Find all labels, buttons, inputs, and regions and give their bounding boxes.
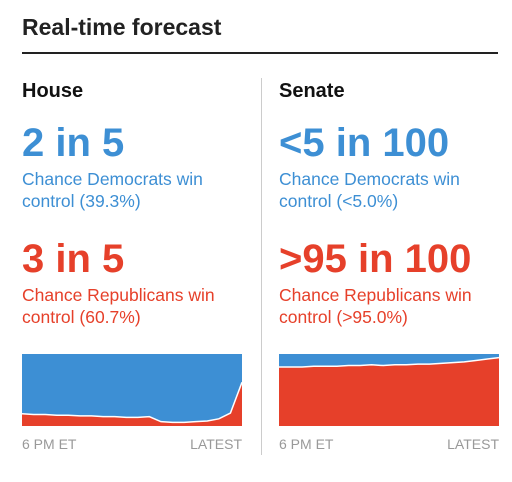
x-tick-label: LATEST: [447, 436, 499, 452]
area: [279, 354, 499, 367]
title-rule: [22, 52, 498, 54]
dem-description: Chance Democrats win control (39.3%): [22, 169, 203, 211]
rep-headline: 3 in 5: [22, 237, 125, 281]
x-tick-label: 6 PM ET: [279, 436, 334, 452]
area: [22, 382, 242, 426]
area-chart: 6 PM ET LATEST: [22, 354, 242, 452]
x-tick-label: 6 PM ET: [22, 436, 77, 452]
rep-headline: >95 in 100: [279, 237, 472, 281]
area-boundary: [22, 382, 242, 424]
area: [22, 354, 242, 423]
title: Real-time forecast: [22, 14, 222, 40]
x-tick-label: LATEST: [190, 436, 242, 452]
dem-description: Chance Democrats win control (<5.0%): [279, 169, 460, 211]
rep-description: Chance Republicans win control (>95.0%): [279, 285, 472, 327]
area-chart: 6 PM ET LATEST: [279, 354, 499, 452]
panel-name: Senate: [279, 80, 345, 102]
house-panel: House 2 in 5 Chance Democrats win control …: [22, 80, 244, 452]
dem-headline: 2 in 5: [22, 121, 125, 165]
senate-panel: Senate <5 in 100 Chance Democrats win cont…: [279, 80, 501, 452]
dem-headline: <5 in 100: [279, 121, 450, 165]
divider: [261, 78, 262, 455]
area: [279, 357, 499, 426]
area-boundary: [279, 356, 499, 368]
rep-description: Chance Republicans win control (60.7%): [22, 285, 215, 327]
panel-name: House: [22, 80, 84, 102]
